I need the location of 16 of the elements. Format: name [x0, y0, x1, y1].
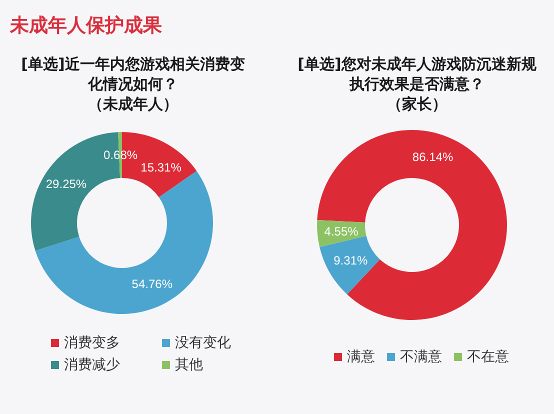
data-label: 86.14% [412, 150, 454, 164]
data-label: 4.55% [324, 224, 359, 238]
legend-label: 不满意 [400, 349, 442, 365]
legend-label: 满意 [347, 349, 375, 365]
legend-label: 没有变化 [175, 335, 231, 351]
data-label: 54.76% [132, 276, 173, 291]
chart-title: 未成年人保护成果 [9, 14, 163, 36]
data-label: 15.31% [140, 160, 182, 174]
chart-subtitle: [单选]近一年内您游戏相关消费变化情况如何？（未成年人） [21, 55, 245, 113]
chart-subtitle: [单选]您对未成年人游戏防沉迷新规执行效果是否满意？（家长） [298, 55, 538, 113]
data-label: 9.31% [334, 254, 368, 268]
legend-label: 消费减少 [64, 357, 120, 373]
data-label: 29.25% [46, 177, 87, 192]
legend-label: 其他 [175, 357, 203, 373]
legend-label: 不在意 [467, 349, 509, 365]
legend-label: 消费变多 [64, 335, 120, 351]
